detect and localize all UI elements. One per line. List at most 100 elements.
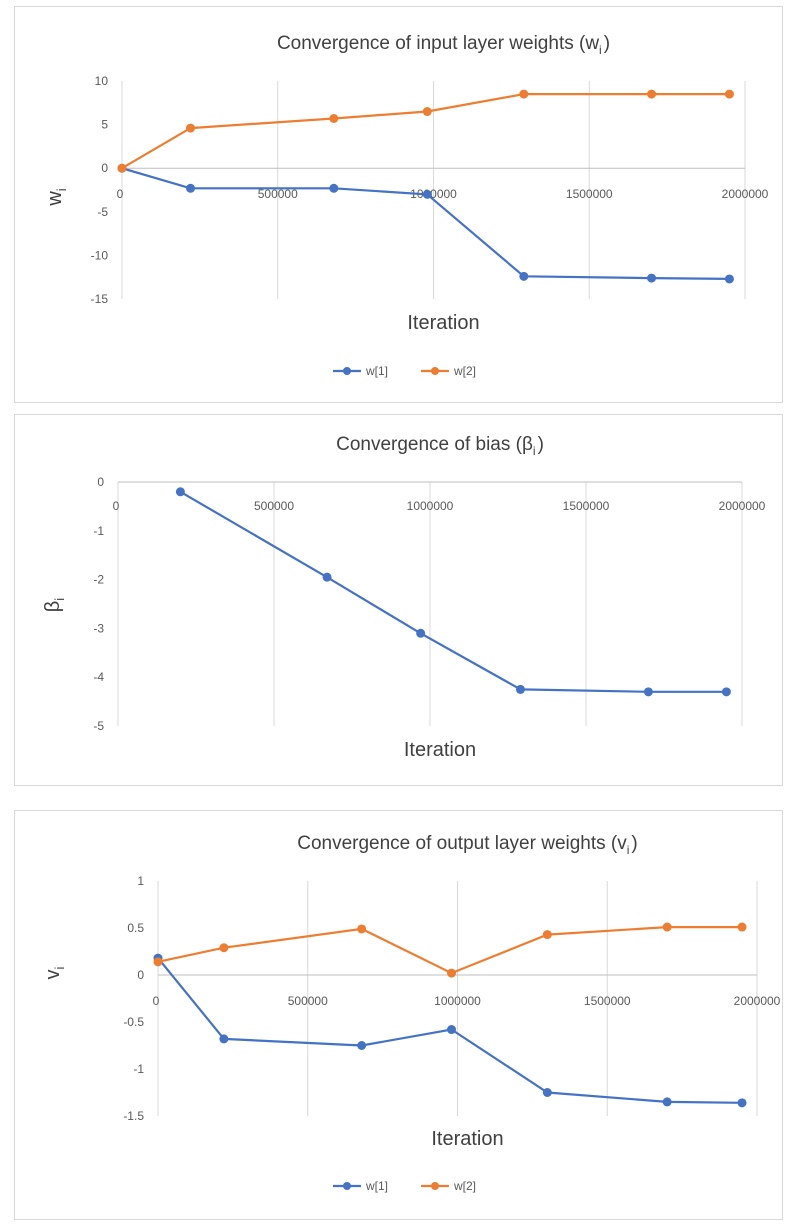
x-tick-label: 1500000 — [563, 499, 610, 513]
y-tick-label: 0 — [101, 161, 108, 175]
data-point — [422, 107, 432, 117]
output-weights-chart-panel: Convergence of output layer weights (vi)… — [14, 810, 783, 1220]
y-tick-label: -2 — [93, 573, 104, 587]
data-point — [219, 943, 229, 953]
data-point — [447, 968, 457, 978]
y-tick-label: 0 — [137, 968, 144, 982]
data-point — [737, 922, 747, 932]
x-tick-label: 0 — [117, 187, 124, 201]
x-tick-label: 2000000 — [734, 994, 781, 1008]
data-point — [322, 572, 332, 582]
data-point — [186, 123, 196, 133]
data-point — [447, 1025, 457, 1035]
legend-label: w[1] — [365, 1179, 388, 1193]
x-axis-label: Iteration — [407, 312, 479, 334]
x-tick-label: 1500000 — [584, 994, 631, 1008]
y-tick-label: 1 — [137, 874, 144, 888]
y-tick-label: -1 — [133, 1062, 144, 1076]
y-tick-label: -10 — [91, 248, 109, 262]
y-tick-label: -1.5 — [123, 1109, 144, 1123]
chart-title-end: ) — [631, 833, 637, 854]
series-line-w[2] — [121, 92, 730, 170]
y-tick-label: 0.5 — [127, 921, 144, 935]
y-tick-label: 10 — [95, 74, 109, 88]
chart-title-subscript: i — [533, 444, 536, 458]
x-tick-label: 1000000 — [410, 187, 457, 201]
data-point — [117, 163, 127, 173]
y-tick-label: 5 — [101, 118, 108, 132]
data-point — [186, 183, 196, 193]
data-point — [357, 1041, 367, 1050]
chart-title-subscript: i — [599, 43, 602, 57]
data-point — [662, 922, 672, 932]
x-tick-label: 0 — [113, 499, 120, 513]
series-line-w[1] — [121, 167, 730, 280]
data-point — [175, 487, 185, 497]
data-point — [724, 274, 734, 284]
chart-title: Convergence of bias (βi) — [336, 434, 544, 458]
data-point — [519, 89, 529, 99]
legend-marker — [431, 1182, 439, 1190]
x-tick-label: 2000000 — [719, 499, 766, 513]
output-weights-chart: Convergence of output layer weights (vi)… — [42, 833, 781, 1193]
data-point — [357, 924, 367, 934]
bias-chart-panel: Convergence of bias (βi) 0 -1 -2 -3 -4 -5 0 5000… — [14, 414, 783, 786]
x-tick-label: 1000000 — [434, 994, 481, 1008]
data-point — [721, 687, 731, 697]
series-line-bias — [179, 490, 727, 693]
y-tick-label: -0.5 — [123, 1015, 144, 1029]
data-point — [647, 273, 657, 283]
data-point — [542, 1088, 552, 1097]
x-tick-label: 2000000 — [722, 187, 769, 201]
data-point — [153, 957, 163, 967]
legend-marker — [343, 1182, 351, 1190]
data-point — [662, 1097, 672, 1107]
x-tick-label: 1500000 — [566, 187, 613, 201]
y-tick-label: -5 — [93, 719, 104, 733]
x-tick-label: 500000 — [258, 187, 298, 201]
y-tick-label: -1 — [93, 524, 104, 538]
x-tick-label: 500000 — [288, 994, 328, 1008]
legend-label: w[2] — [453, 364, 476, 378]
chart-title-end: ) — [538, 434, 544, 455]
y-axis-label-subscript: i — [54, 188, 69, 191]
series-line-w[2] — [157, 925, 742, 975]
x-axis-label: Iteration — [404, 739, 476, 761]
data-point — [416, 628, 426, 638]
x-axis-label: Iteration — [431, 1128, 503, 1150]
y-axis-label: βi — [42, 598, 67, 613]
y-tick-label: -5 — [97, 205, 108, 219]
chart-title-end: ) — [604, 33, 610, 54]
legend-label: w[1] — [365, 364, 388, 378]
y-tick-label: 0 — [97, 475, 104, 489]
y-tick-label: -3 — [93, 621, 104, 635]
input-weights-chart-panel: Convergence of input layer weights (wi) 1… — [14, 6, 783, 403]
y-axis-label: wi — [44, 188, 69, 206]
y-axis-label-subscript: i — [52, 598, 67, 601]
data-point — [219, 1034, 229, 1044]
chart-title-subscript: i — [627, 843, 630, 857]
data-point — [329, 183, 339, 193]
bias-chart: Convergence of bias (βi) 0 -1 -2 -3 -4 -5 0 5000… — [42, 434, 766, 761]
x-tick-label: 1000000 — [407, 499, 454, 513]
data-point — [647, 89, 657, 99]
x-tick-label: 500000 — [254, 499, 294, 513]
chart-title: Convergence of output layer weights (vi) — [297, 833, 638, 857]
data-point — [737, 1098, 747, 1108]
legend-marker — [431, 367, 439, 375]
x-tick-label: 0 — [153, 994, 160, 1008]
y-tick-label: -15 — [91, 292, 109, 306]
legend-marker — [343, 367, 351, 375]
y-axis-label-subscript: i — [52, 966, 67, 969]
data-point — [724, 89, 734, 99]
chart-title: Convergence of input layer weights (wi) — [277, 33, 610, 57]
y-axis-label: vi — [42, 966, 67, 979]
data-point — [519, 271, 529, 281]
data-point — [329, 113, 339, 123]
y-tick-label: -4 — [93, 670, 104, 684]
data-point — [515, 684, 525, 694]
data-point — [542, 930, 552, 940]
legend-label: w[2] — [453, 1179, 476, 1193]
input-weights-chart: Convergence of input layer weights (wi) 1… — [44, 33, 769, 378]
data-point — [643, 687, 653, 697]
